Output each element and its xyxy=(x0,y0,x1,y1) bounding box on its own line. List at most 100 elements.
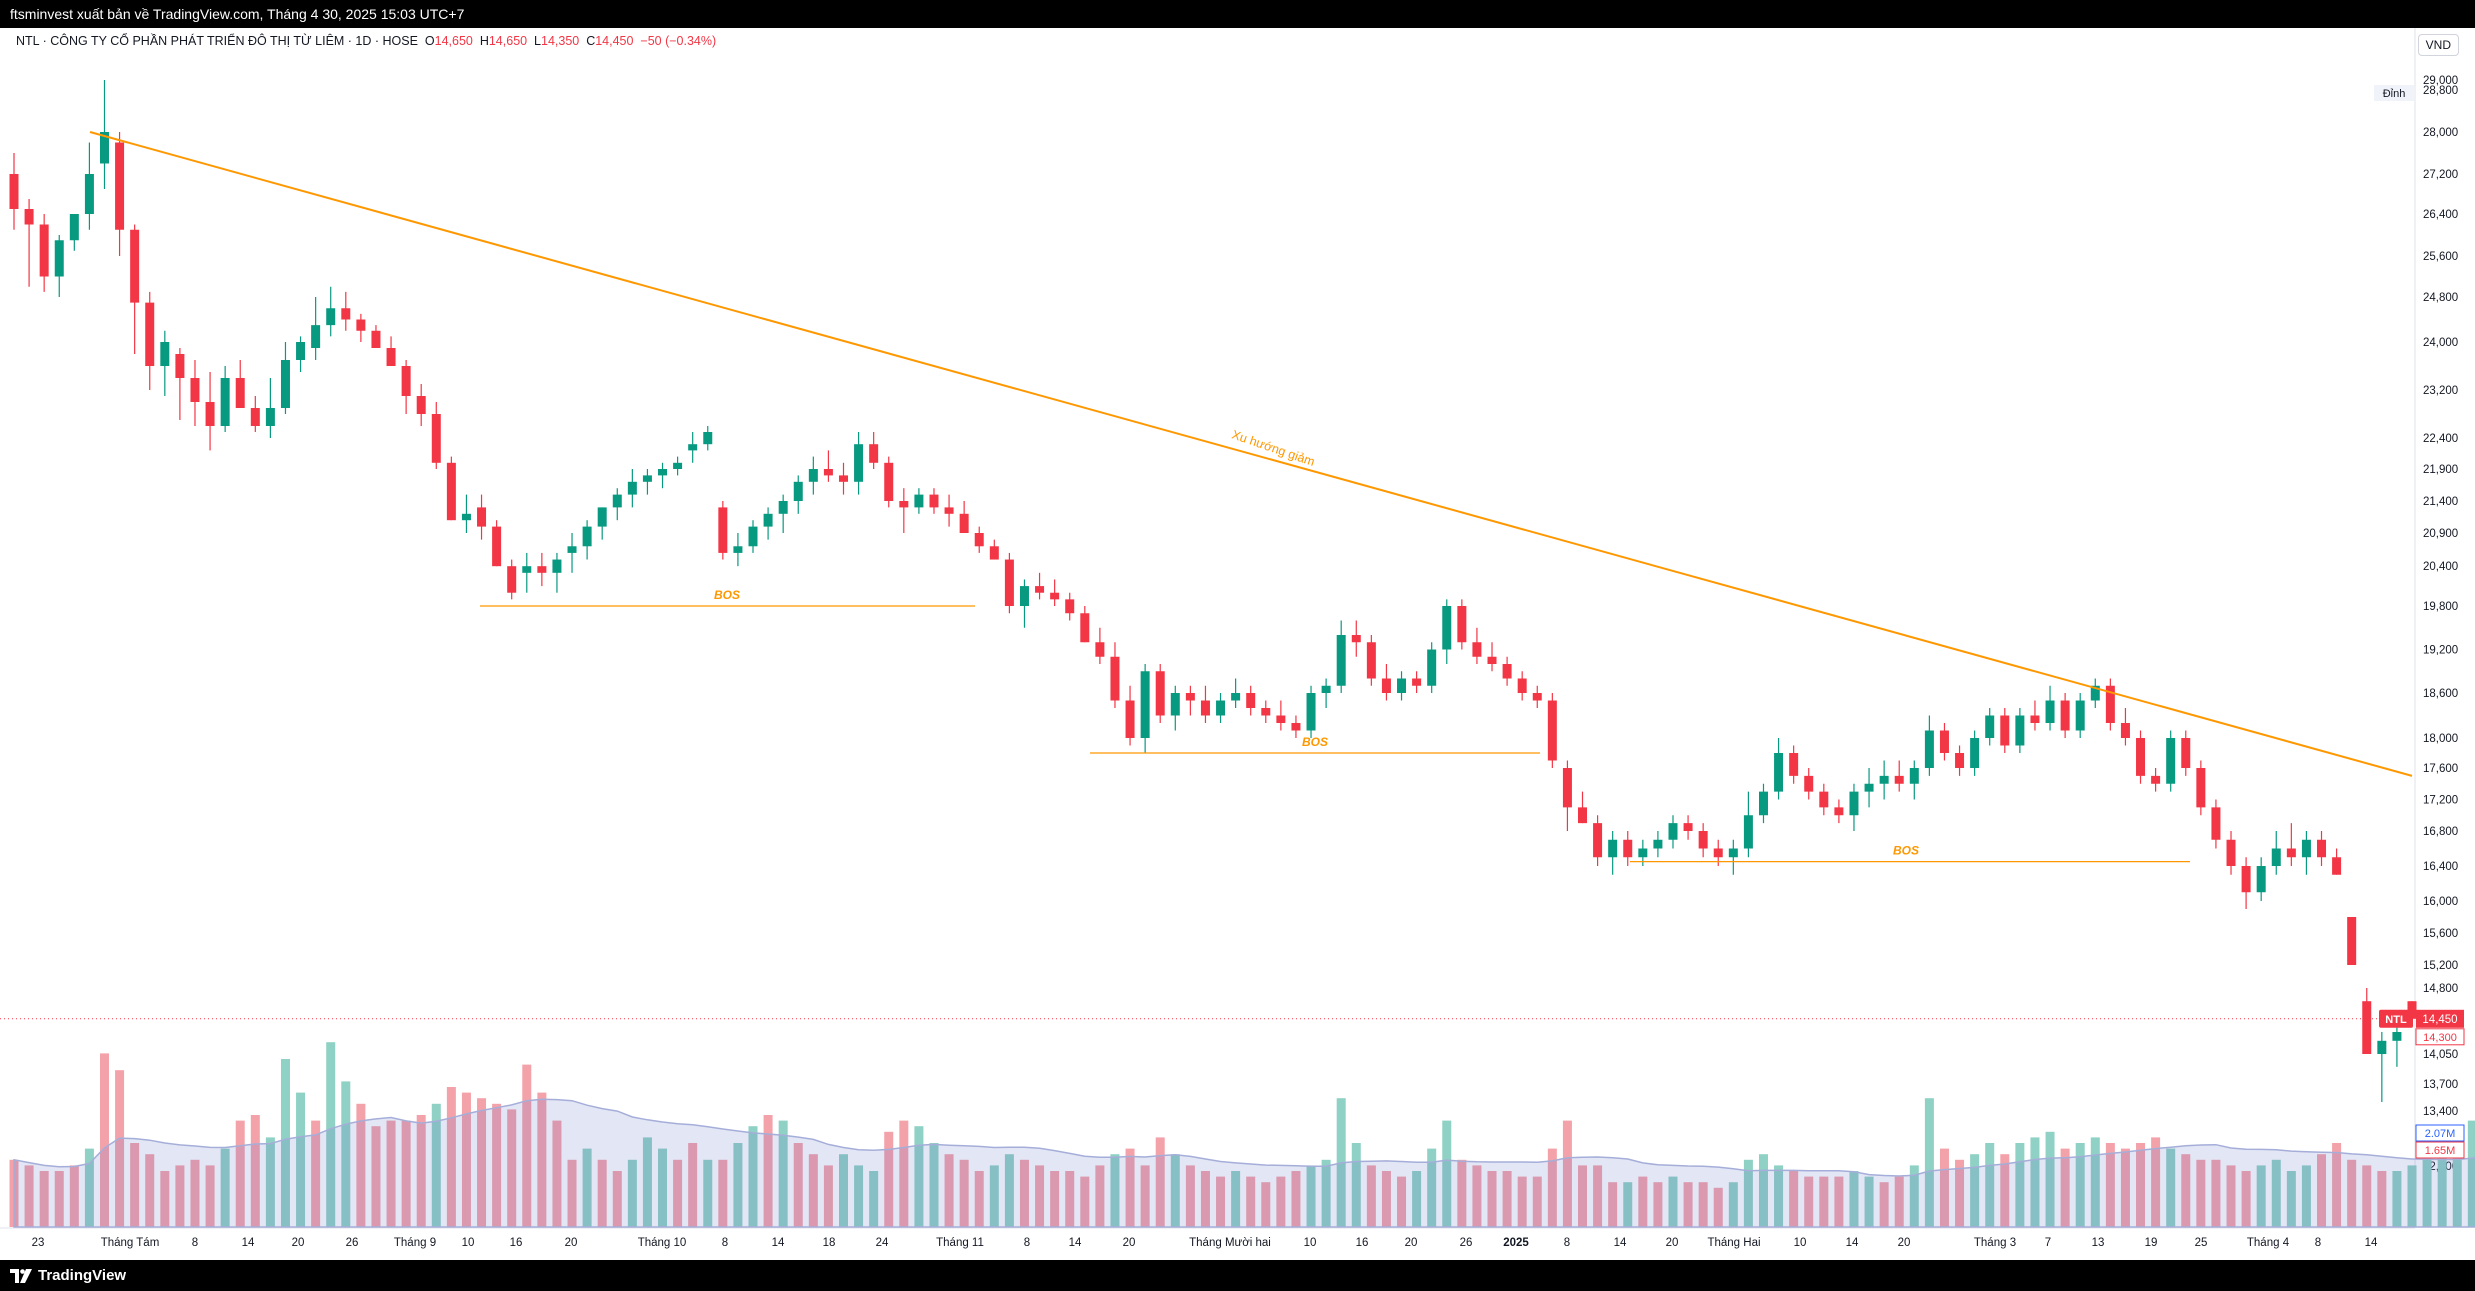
volume-bar xyxy=(492,1103,502,1227)
time-tick-label: 7 xyxy=(2045,1237,2051,1249)
volume-bar xyxy=(431,1103,441,1227)
candle-body xyxy=(2362,1001,2372,1054)
chart-area[interactable]: 29,000 28,800 28,000 27,200 26,400 25,600 24,8… xyxy=(0,28,2475,1260)
volume-bar xyxy=(280,1059,290,1227)
volume-bar xyxy=(2286,1171,2296,1227)
volume-bar xyxy=(974,1171,984,1227)
candle-body xyxy=(2060,700,2070,731)
currency-button[interactable]: VND xyxy=(2417,34,2459,56)
bos-label: BOS xyxy=(714,588,740,602)
volume-bar xyxy=(2105,1143,2115,1227)
candle-body xyxy=(2015,715,2025,746)
volume-bar xyxy=(1819,1176,1829,1227)
price-tick-label: 22,400 xyxy=(2423,433,2458,445)
volume-bar xyxy=(1502,1171,1512,1227)
time-tick-label: 19 xyxy=(2145,1237,2158,1249)
candle-body xyxy=(39,224,49,277)
candle-body xyxy=(296,342,306,360)
candle-body xyxy=(1653,839,1663,849)
volume-bar xyxy=(597,1159,607,1227)
open-value: 14,650 xyxy=(434,34,473,48)
volume-bar xyxy=(1035,1165,1045,1227)
candle-body xyxy=(869,444,879,463)
candle-body xyxy=(2347,917,2357,965)
volume-bar xyxy=(2332,1143,2342,1227)
volume-bar xyxy=(401,1120,411,1227)
volume-bar xyxy=(2181,1154,2191,1227)
candle-body xyxy=(1155,671,1165,716)
volume-bar xyxy=(175,1165,185,1227)
symbol-title: NTL · CÔNG TY CỔ PHẦN PHÁT TRIỂN ĐÔ THỊ … xyxy=(16,34,418,48)
candle-body xyxy=(1638,848,1648,858)
candle-body xyxy=(552,559,562,573)
candle-body xyxy=(612,494,622,508)
volume-bar xyxy=(2166,1148,2176,1227)
candle-body xyxy=(1743,815,1753,849)
candle-body xyxy=(2196,768,2206,808)
time-tick-label: 8 xyxy=(2315,1237,2321,1249)
candle-body xyxy=(1547,700,1557,761)
candle-body xyxy=(703,432,713,445)
price-tick-label: 28,000 xyxy=(2423,127,2458,139)
candle-body xyxy=(1185,693,1195,701)
candle-body xyxy=(1819,791,1829,808)
candle-body xyxy=(1593,823,1603,858)
top-badge-label: Đỉnh xyxy=(2383,88,2406,100)
volume-bar xyxy=(1804,1176,1814,1227)
publish-info: ftsminvest xuất bản về TradingView.com, … xyxy=(10,6,465,22)
time-tick-label: 10 xyxy=(462,1237,475,1249)
candle-body xyxy=(1200,700,1210,716)
candle-body xyxy=(2392,1032,2402,1041)
candle-body xyxy=(1578,807,1588,824)
candle-body xyxy=(145,302,155,366)
price-tick-label: 23,200 xyxy=(2423,385,2458,397)
price-tick-label: 24,800 xyxy=(2423,292,2458,304)
time-tick-label: 23 xyxy=(32,1237,45,1249)
volume-bar xyxy=(793,1143,803,1227)
candle-body xyxy=(2256,866,2266,893)
tradingview-logo[interactable]: TradingView xyxy=(10,1260,126,1291)
price-tick-label: 28,800 xyxy=(2423,85,2458,97)
price-tick-label: 13,700 xyxy=(2423,1079,2458,1091)
volume-bar xyxy=(838,1154,848,1227)
candle-body xyxy=(1412,678,1422,686)
candle-body xyxy=(220,378,230,426)
symbol-legend: NTL · CÔNG TY CỔ PHẦN PHÁT TRIỂN ĐÔ THỊ … xyxy=(16,34,716,48)
candle-body xyxy=(84,174,94,214)
volume-bar xyxy=(1774,1165,1784,1227)
volume-bar xyxy=(2241,1171,2251,1227)
candle-body xyxy=(24,209,34,225)
volume-bar xyxy=(1019,1159,1029,1227)
volume-bar xyxy=(2211,1159,2221,1227)
candle-body xyxy=(235,378,245,408)
candle-body xyxy=(929,494,939,508)
volume-bar xyxy=(2090,1137,2100,1227)
volume-bar xyxy=(2347,1159,2357,1227)
time-tick-label: 26 xyxy=(1460,1237,1473,1249)
time-tick-label: 20 xyxy=(565,1237,578,1249)
symbol-badge-bg xyxy=(2379,1009,2413,1028)
volume-bar xyxy=(1517,1176,1527,1227)
volume-bar xyxy=(1879,1182,1889,1227)
prev-close-badge: 14,300 xyxy=(2423,1032,2457,1044)
volume-bar xyxy=(265,1137,275,1227)
low-label: L xyxy=(534,34,541,48)
time-tick-label: 24 xyxy=(876,1237,889,1249)
volume-bar xyxy=(1427,1148,1437,1227)
candle-body xyxy=(431,414,441,463)
volume-bar xyxy=(823,1165,833,1227)
candle-body xyxy=(2181,738,2191,768)
price-tick-label: 18,600 xyxy=(2423,688,2458,700)
candle-body xyxy=(2120,723,2130,738)
volume-bar xyxy=(1397,1176,1407,1227)
tradingview-logo-text: TradingView xyxy=(38,1267,127,1284)
volume-bar xyxy=(582,1148,592,1227)
candle-body xyxy=(1246,693,1256,708)
candle-body xyxy=(522,566,532,573)
volume-bar xyxy=(130,1143,140,1227)
candle-body xyxy=(1532,693,1542,701)
volume-bar xyxy=(1170,1154,1180,1227)
candle-body xyxy=(477,507,487,527)
publish-bar: ftsminvest xuất bản về TradingView.com, … xyxy=(0,0,2475,28)
